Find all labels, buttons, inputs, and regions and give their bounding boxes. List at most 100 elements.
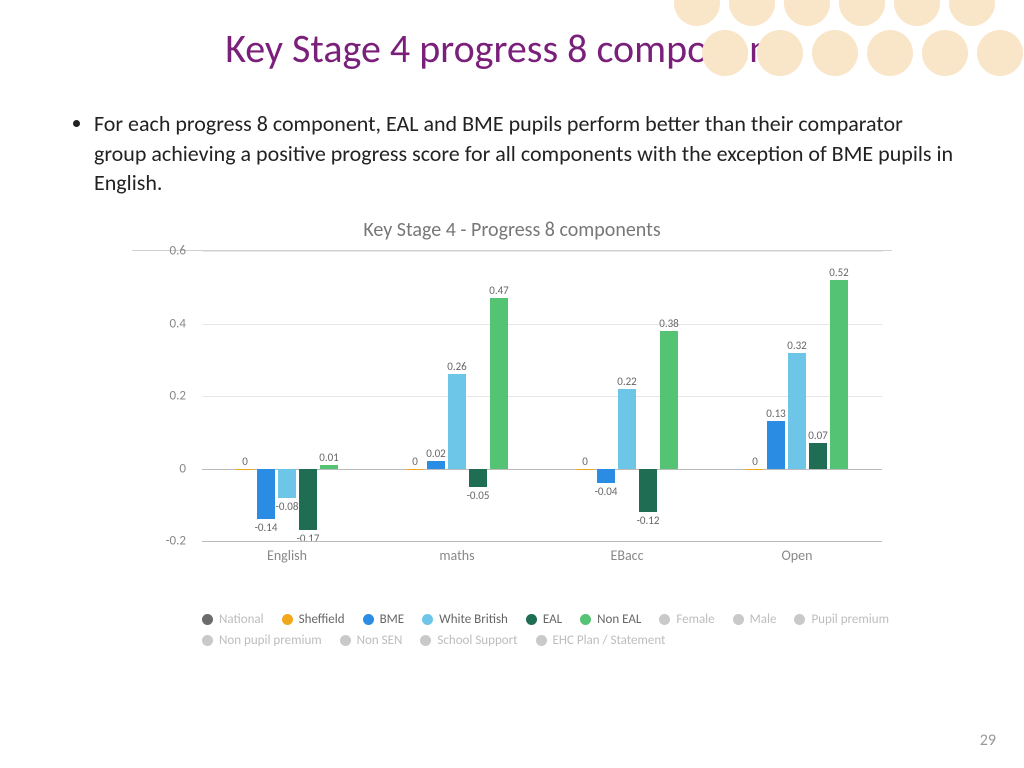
bar <box>746 469 764 470</box>
legend-item[interactable]: Non EAL <box>580 612 641 627</box>
bar <box>639 469 657 513</box>
bar-value-label: 0.32 <box>787 339 807 352</box>
bar-value-label: 0.07 <box>808 429 828 442</box>
bar-value-label: 0.52 <box>829 266 849 279</box>
x-category-label: maths <box>439 547 474 564</box>
legend-item[interactable]: EAL <box>526 612 562 627</box>
y-tick-label: 0 <box>179 461 186 476</box>
plot-area: English0-0.14-0.08-0.170.01maths00.020.2… <box>202 251 882 540</box>
legend-label: Sheffield <box>299 612 345 627</box>
bar-value-label: 0 <box>582 455 588 468</box>
legend-swatch <box>422 614 433 625</box>
y-tick-label: 0.2 <box>170 389 186 404</box>
bar-value-label: 0.02 <box>426 447 446 460</box>
legend-label: Non pupil premium <box>219 633 322 648</box>
y-tick-label: 0.6 <box>170 244 186 259</box>
bar <box>448 374 466 468</box>
y-axis: -0.200.20.40.6 <box>132 251 192 540</box>
bullet-list: For each progress 8 component, EAL and B… <box>0 73 1024 198</box>
bar <box>427 461 445 468</box>
legend-swatch <box>202 635 213 646</box>
legend-item[interactable]: White British <box>422 612 508 627</box>
legend-item[interactable]: BME <box>363 612 405 627</box>
bar-chart: -0.200.20.40.6 English0-0.14-0.08-0.170.… <box>132 250 892 590</box>
bar <box>660 331 678 469</box>
legend-swatch <box>282 614 293 625</box>
legend: National Sheffield BME White British EAL Non … <box>132 612 892 648</box>
bar-value-label: 0 <box>412 455 418 468</box>
bar <box>406 469 424 470</box>
gridline <box>202 251 882 252</box>
legend-label: National <box>219 612 264 627</box>
bar <box>490 298 508 468</box>
bar-value-label: -0.17 <box>297 532 320 545</box>
legend-item[interactable]: EHC Plan / Statement <box>536 633 666 648</box>
legend-swatch <box>580 614 591 625</box>
bar-value-label: 0.38 <box>659 317 679 330</box>
bar-value-label: -0.05 <box>467 489 490 502</box>
bar-value-label: 0 <box>752 455 758 468</box>
legend-label: Non SEN <box>357 633 403 648</box>
legend-item[interactable]: Pupil premium <box>794 612 889 627</box>
legend-label: School Support <box>437 633 517 648</box>
x-category-label: Open <box>782 547 813 564</box>
x-category-label: EBacc <box>611 547 644 564</box>
x-category-label: English <box>267 547 307 564</box>
legend-item[interactable]: Female <box>659 612 714 627</box>
bar <box>788 353 806 469</box>
legend-item[interactable]: Non SEN <box>340 633 403 648</box>
x-axis-line <box>202 541 882 542</box>
legend-label: BME <box>380 612 405 627</box>
bar-value-label: 0.01 <box>319 451 339 464</box>
legend-swatch <box>420 635 431 646</box>
bar-value-label: 0.47 <box>489 284 509 297</box>
legend-swatch <box>794 614 805 625</box>
bar-value-label: -0.14 <box>255 521 278 534</box>
gridline <box>202 396 882 397</box>
legend-label: Male <box>750 612 777 627</box>
bar-value-label: -0.12 <box>637 514 660 527</box>
gridline <box>202 324 882 325</box>
page-title: Key Stage 4 progress 8 components <box>0 0 1024 73</box>
bar <box>830 280 848 469</box>
legend-label: Female <box>676 612 714 627</box>
bar-value-label: -0.08 <box>276 500 299 513</box>
bar <box>809 443 827 468</box>
chart-container: Key Stage 4 - Progress 8 components -0.2… <box>132 218 892 648</box>
legend-label: Non EAL <box>597 612 641 627</box>
bar <box>597 469 615 484</box>
bar <box>576 469 594 470</box>
bar <box>299 469 317 531</box>
y-tick-label: 0.4 <box>170 316 186 331</box>
bar <box>767 421 785 468</box>
bar-value-label: 0 <box>242 455 248 468</box>
legend-item[interactable]: Male <box>733 612 777 627</box>
bar <box>320 465 338 469</box>
legend-item[interactable]: Sheffield <box>282 612 345 627</box>
bar <box>469 469 487 487</box>
legend-swatch <box>363 614 374 625</box>
legend-label: Pupil premium <box>811 612 889 627</box>
legend-item[interactable]: National <box>202 612 264 627</box>
page-number: 29 <box>980 731 996 750</box>
chart-title: Key Stage 4 - Progress 8 components <box>132 218 892 242</box>
legend-swatch <box>340 635 351 646</box>
legend-item[interactable]: Non pupil premium <box>202 633 322 648</box>
bar-value-label: 0.22 <box>617 375 637 388</box>
y-tick-label: -0.2 <box>166 534 186 549</box>
bar <box>257 469 275 520</box>
legend-swatch <box>202 614 213 625</box>
legend-swatch <box>659 614 670 625</box>
bar <box>278 469 296 498</box>
bar <box>618 389 636 469</box>
legend-label: White British <box>439 612 508 627</box>
legend-swatch <box>526 614 537 625</box>
legend-label: EHC Plan / Statement <box>553 633 666 648</box>
legend-item[interactable]: School Support <box>420 633 517 648</box>
bar-value-label: -0.04 <box>595 485 618 498</box>
bullet-item: For each progress 8 component, EAL and B… <box>94 109 954 198</box>
bar <box>236 469 254 470</box>
bar-value-label: 0.13 <box>766 407 786 420</box>
legend-swatch <box>536 635 547 646</box>
legend-swatch <box>733 614 744 625</box>
